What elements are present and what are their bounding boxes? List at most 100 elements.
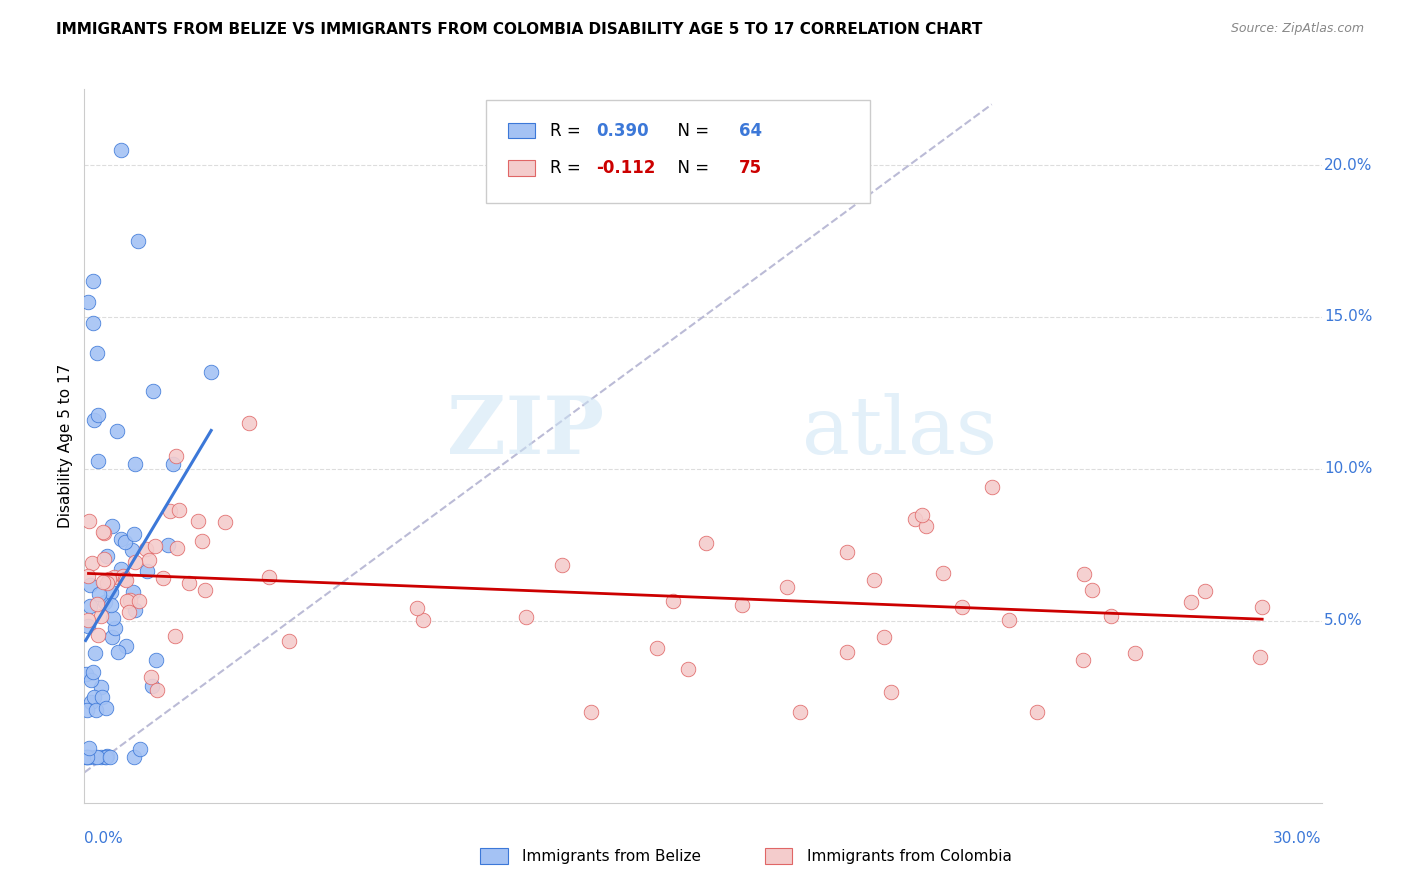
Point: [142, 384, 165, 398]
Point: [84, 646, 107, 660]
Point: [100, 584, 122, 599]
Point: [139, 670, 162, 684]
Point: [114, 535, 136, 549]
Point: [94, 595, 117, 609]
Point: [141, 679, 163, 693]
Point: [110, 562, 132, 576]
Point: [259, 570, 281, 584]
Point: [904, 511, 927, 525]
Point: [159, 504, 181, 518]
Point: [86, 346, 108, 360]
Text: 30.0%: 30.0%: [1274, 831, 1322, 847]
Point: [76, 750, 98, 764]
Point: [117, 605, 139, 619]
Point: [873, 630, 896, 644]
Point: [122, 527, 145, 541]
Point: [111, 569, 134, 583]
Point: [93, 526, 115, 541]
FancyBboxPatch shape: [481, 848, 508, 864]
Point: [75, 667, 97, 681]
Point: [165, 449, 187, 463]
Point: [101, 611, 124, 625]
Point: [835, 645, 858, 659]
Point: [776, 580, 799, 594]
Point: [114, 573, 136, 587]
Point: [101, 630, 124, 644]
Point: [80, 556, 103, 570]
Point: [77, 515, 100, 529]
Point: [87, 587, 110, 601]
Text: ZIP: ZIP: [447, 392, 605, 471]
Point: [1025, 705, 1047, 719]
Text: 15.0%: 15.0%: [1324, 310, 1372, 325]
Point: [76, 750, 98, 764]
Point: [950, 600, 973, 615]
Point: [90, 750, 112, 764]
Point: [96, 549, 118, 564]
Point: [194, 582, 217, 597]
Point: [1073, 653, 1095, 667]
Text: Immigrants from Colombia: Immigrants from Colombia: [807, 849, 1012, 863]
Point: [105, 424, 128, 438]
Text: IMMIGRANTS FROM BELIZE VS IMMIGRANTS FROM COLOMBIA DISABILITY AGE 5 TO 17 CORREL: IMMIGRANTS FROM BELIZE VS IMMIGRANTS FRO…: [56, 22, 983, 37]
Point: [115, 594, 138, 608]
Point: [91, 574, 114, 589]
Point: [80, 673, 103, 688]
Point: [278, 634, 301, 648]
Point: [186, 514, 208, 528]
Point: [87, 454, 110, 468]
Point: [98, 572, 121, 586]
Text: 20.0%: 20.0%: [1324, 158, 1372, 173]
Point: [104, 621, 127, 635]
Point: [77, 569, 100, 583]
Point: [135, 564, 157, 578]
Point: [80, 694, 103, 708]
Point: [100, 599, 122, 613]
Point: [86, 628, 108, 642]
Point: [79, 599, 101, 614]
Point: [114, 640, 136, 654]
Point: [128, 594, 150, 608]
Point: [238, 416, 260, 430]
FancyBboxPatch shape: [486, 100, 870, 203]
Point: [406, 601, 429, 615]
Point: [676, 662, 699, 676]
Point: [121, 585, 143, 599]
Text: 75: 75: [740, 159, 762, 177]
Point: [145, 652, 167, 666]
Point: [90, 680, 112, 694]
Point: [91, 690, 114, 704]
Point: [1081, 582, 1104, 597]
Point: [880, 685, 903, 699]
Point: [77, 294, 100, 309]
Point: [121, 542, 143, 557]
Point: [96, 749, 118, 764]
Point: [1251, 600, 1274, 615]
Point: [191, 534, 214, 549]
Point: [200, 364, 222, 378]
FancyBboxPatch shape: [508, 123, 534, 138]
Point: [98, 750, 121, 764]
Text: R =: R =: [550, 159, 585, 177]
Point: [910, 508, 932, 522]
Text: 0.0%: 0.0%: [84, 831, 124, 847]
Text: N =: N =: [666, 121, 714, 139]
Point: [165, 629, 187, 643]
Point: [412, 613, 434, 627]
Point: [645, 640, 668, 655]
Point: [94, 750, 117, 764]
Text: Immigrants from Belize: Immigrants from Belize: [523, 849, 702, 863]
Point: [661, 593, 683, 607]
Point: [152, 571, 174, 585]
Point: [166, 541, 188, 556]
Point: [96, 575, 118, 590]
Point: [135, 542, 157, 557]
Point: [118, 592, 141, 607]
Text: N =: N =: [666, 159, 714, 177]
Point: [82, 273, 104, 287]
Point: [83, 413, 105, 427]
Point: [214, 515, 236, 529]
Point: [167, 503, 190, 517]
Point: [143, 539, 166, 553]
Point: [515, 609, 537, 624]
